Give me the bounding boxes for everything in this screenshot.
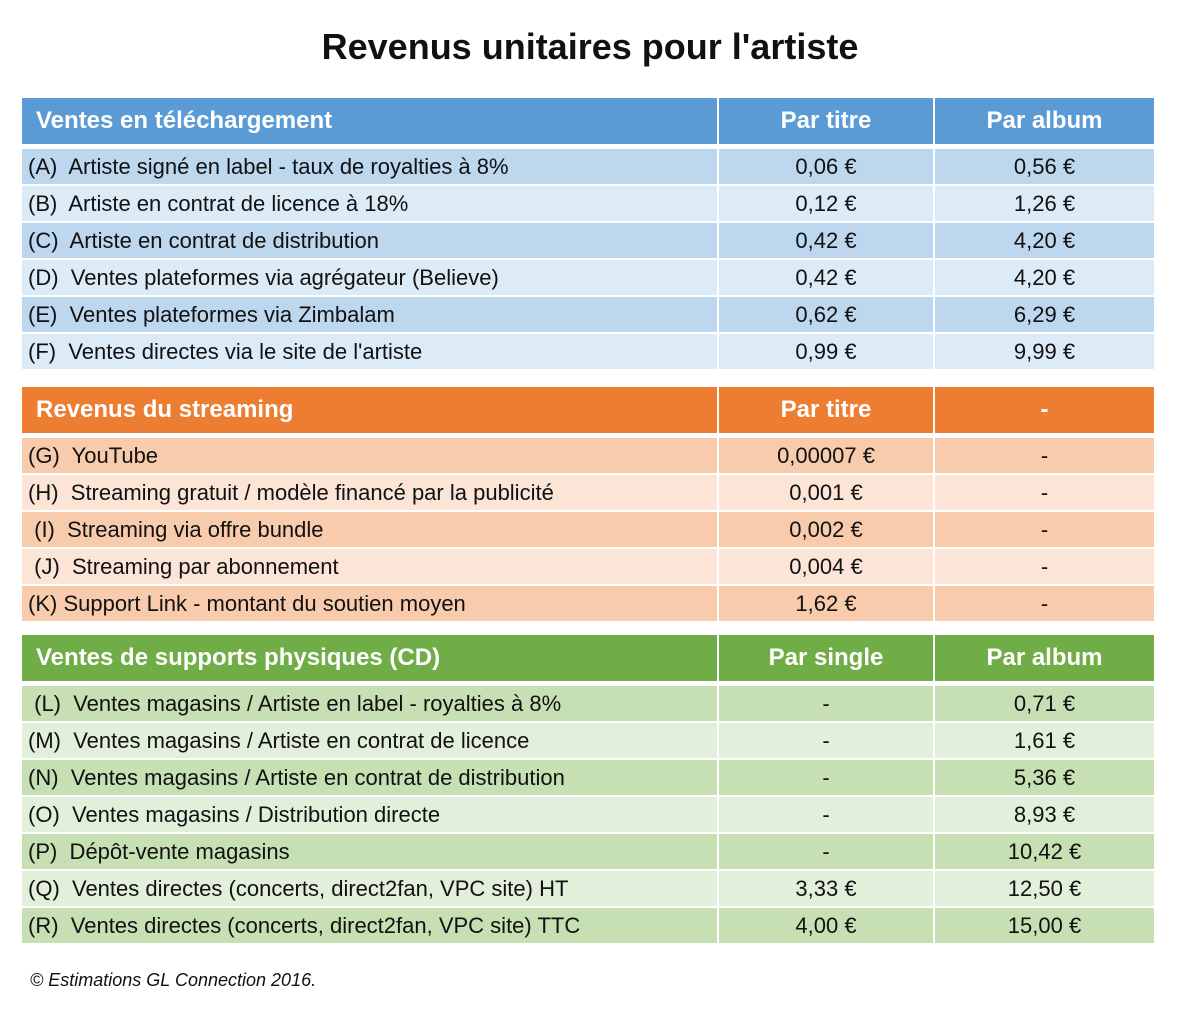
row-label: (C) Artiste en contrat de distribution (22, 223, 717, 258)
value-col2: - (935, 438, 1154, 473)
row-label: Ventes de supports physiques (CD) (22, 635, 717, 681)
value-col2: 6,29 € (935, 297, 1154, 332)
row-label: Revenus du streaming (22, 387, 717, 433)
value-col2: 10,42 € (935, 834, 1154, 869)
value-col1: - (719, 797, 933, 832)
table-row: (G) YouTube 0,00007 € - (22, 438, 1156, 473)
value-col2: 1,26 € (935, 186, 1154, 221)
table-row: (J) Streaming par abonnement 0,004 € - (22, 549, 1156, 584)
table-row: (A) Artiste signé en label - taux de roy… (22, 149, 1156, 184)
row-label: (I) Streaming via offre bundle (22, 512, 717, 547)
row-label: (O) Ventes magasins / Distribution direc… (22, 797, 717, 832)
row-label: (F) Ventes directes via le site de l'art… (22, 334, 717, 369)
value-col1: 0,004 € (719, 549, 933, 584)
value-col1: - (719, 686, 933, 721)
value-col2: 12,50 € (935, 871, 1154, 906)
table-row: (I) Streaming via offre bundle 0,002 € - (22, 512, 1156, 547)
value-col2: Par album (935, 635, 1154, 681)
table-row: (F) Ventes directes via le site de l'art… (22, 334, 1156, 369)
value-col1: Par single (719, 635, 933, 681)
row-label: (E) Ventes plateformes via Zimbalam (22, 297, 717, 332)
value-col2: 9,99 € (935, 334, 1154, 369)
value-col1: 0,001 € (719, 475, 933, 510)
section-streaming: Revenus du streaming Par titre - (G) YouTub… (22, 387, 1156, 623)
value-col1: 0,00007 € (719, 438, 933, 473)
row-label: (J) Streaming par abonnement (22, 549, 717, 584)
value-col1: 3,33 € (719, 871, 933, 906)
value-col1: Par titre (719, 387, 933, 433)
table-row: (E) Ventes plateformes via Zimbalam 0,62 … (22, 297, 1156, 332)
table-row: (H) Streaming gratuit / modèle financé p… (22, 475, 1156, 510)
row-label: (B) Artiste en contrat de licence à 18% (22, 186, 717, 221)
value-col2: - (935, 475, 1154, 510)
value-col1: - (719, 834, 933, 869)
value-col2: - (935, 387, 1154, 433)
table-row: (N) Ventes magasins / Artiste en contrat… (22, 760, 1156, 795)
value-col1: 4,00 € (719, 908, 933, 943)
row-label: (N) Ventes magasins / Artiste en contrat… (22, 760, 717, 795)
value-col1: 0,42 € (719, 223, 933, 258)
footer-note: © Estimations GL Connection 2016. (30, 970, 317, 990)
section-header: Ventes de supports physiques (CD) Par sin… (22, 635, 1156, 681)
table-row: (C) Artiste en contrat de distribution 0,… (22, 223, 1156, 258)
row-label: (R) Ventes directes (concerts, direct2fa… (22, 908, 717, 943)
value-col1: 1,62 € (719, 586, 933, 621)
table-row: (Q) Ventes directes (concerts, direct2fa… (22, 871, 1156, 906)
table-row: (R) Ventes directes (concerts, direct2fa… (22, 908, 1156, 943)
value-col1: Par titre (719, 98, 933, 144)
value-col1: 0,12 € (719, 186, 933, 221)
table-row: (B) Artiste en contrat de licence à 18% 0… (22, 186, 1156, 221)
value-col2: 4,20 € (935, 223, 1154, 258)
section-header: Revenus du streaming Par titre - (22, 387, 1156, 433)
value-col1: 0,62 € (719, 297, 933, 332)
value-col2: 1,61 € (935, 723, 1154, 758)
value-col2: 8,93 € (935, 797, 1154, 832)
value-col2: 0,71 € (935, 686, 1154, 721)
row-label: (D) Ventes plateformes via agrégateur (B… (22, 260, 717, 295)
value-col1: - (719, 723, 933, 758)
row-label: (K) Support Link - montant du soutien mo… (22, 586, 717, 621)
section-header: Ventes en téléchargement Par titre Par alb… (22, 98, 1156, 144)
row-label: (Q) Ventes directes (concerts, direct2fa… (22, 871, 717, 906)
row-label: (G) YouTube (22, 438, 717, 473)
value-col1: 0,06 € (719, 149, 933, 184)
value-col1: 0,99 € (719, 334, 933, 369)
table-row: (D) Ventes plateformes via agrégateur (B… (22, 260, 1156, 295)
table-row: (L) Ventes magasins / Artiste en label -… (22, 686, 1156, 721)
value-col2: - (935, 512, 1154, 547)
row-label: (H) Streaming gratuit / modèle financé p… (22, 475, 717, 510)
page-title: Revenus unitaires pour l'artiste (321, 26, 859, 67)
value-col1: 0,002 € (719, 512, 933, 547)
row-label: (L) Ventes magasins / Artiste en label -… (22, 686, 717, 721)
row-label: (M) Ventes magasins / Artiste en contrat… (22, 723, 717, 758)
value-col1: 0,42 € (719, 260, 933, 295)
value-col1: - (719, 760, 933, 795)
row-label: Ventes en téléchargement (22, 98, 717, 144)
row-label: (P) Dépôt-vente magasins (22, 834, 717, 869)
table-row: (P) Dépôt-vente magasins -10,42 € (22, 834, 1156, 869)
value-col2: 5,36 € (935, 760, 1154, 795)
table-row: (O) Ventes magasins / Distribution direc… (22, 797, 1156, 832)
section-download: Ventes en téléchargement Par titre Par alb… (22, 98, 1156, 371)
table-row: (M) Ventes magasins / Artiste en contrat… (22, 723, 1156, 758)
value-col2: 4,20 € (935, 260, 1154, 295)
row-label: (A) Artiste signé en label - taux de roy… (22, 149, 717, 184)
value-col2: 0,56 € (935, 149, 1154, 184)
value-col2: - (935, 549, 1154, 584)
value-col2: 15,00 € (935, 908, 1154, 943)
value-col2: Par album (935, 98, 1154, 144)
table-row: (K) Support Link - montant du soutien mo… (22, 586, 1156, 621)
section-physical: Ventes de supports physiques (CD) Par sin… (22, 635, 1156, 945)
value-col2: - (935, 586, 1154, 621)
